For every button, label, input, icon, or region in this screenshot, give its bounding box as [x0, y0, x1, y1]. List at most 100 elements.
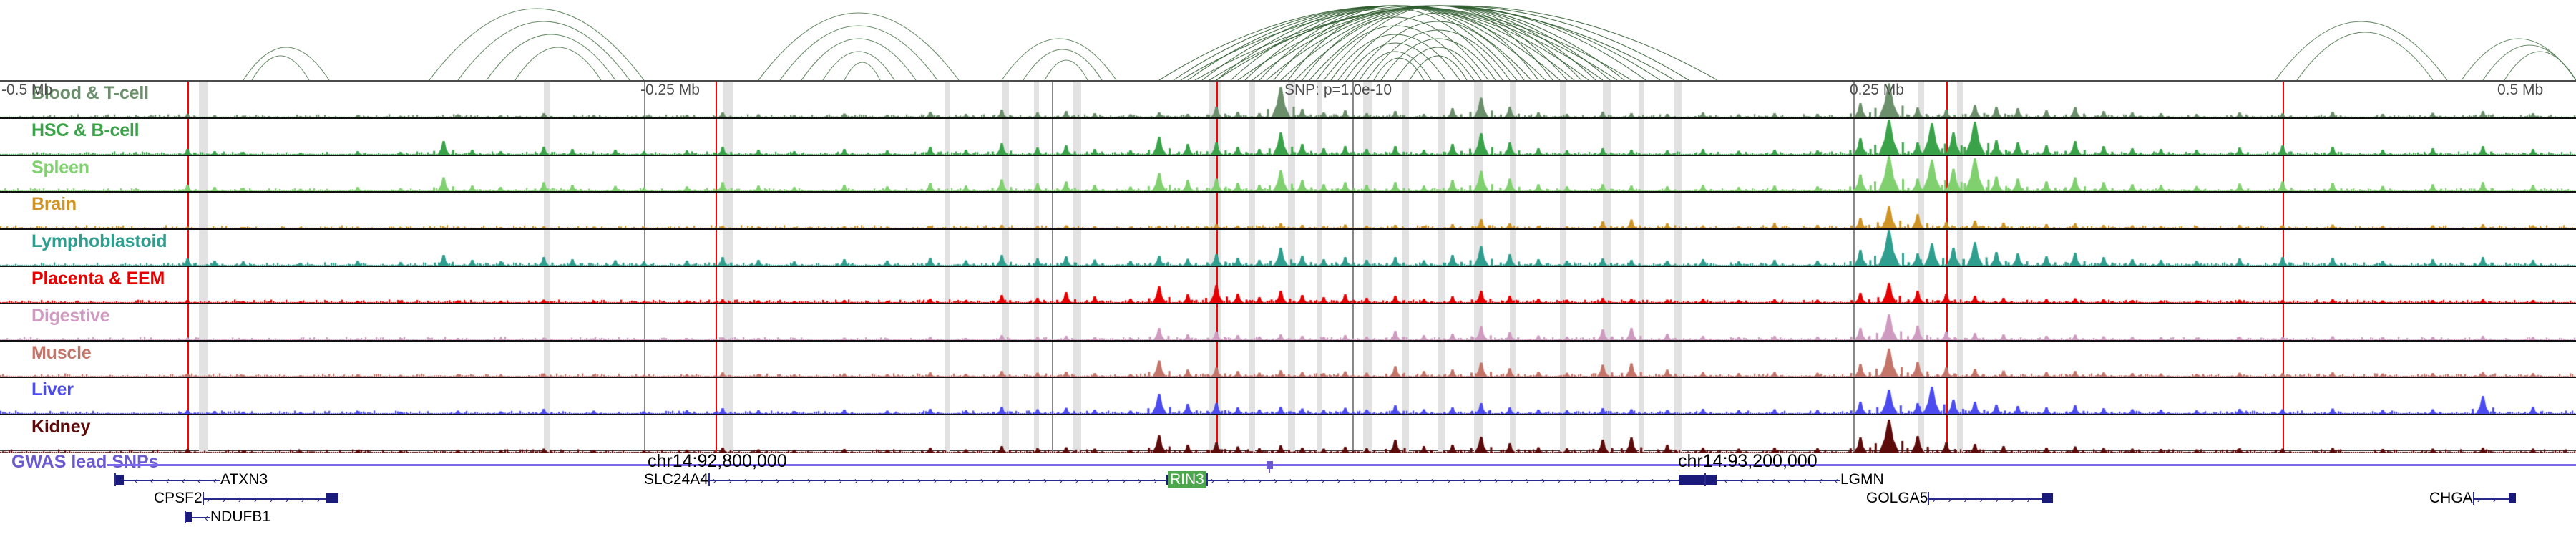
gene-strand-arrows: ‹‹‹‹‹‹‹: [114, 475, 220, 486]
arrow-right-icon: ›: [1226, 475, 1230, 488]
gene-model[interactable]: CHGA›››: [2429, 490, 2516, 507]
gene-model[interactable]: ‹‹NDUFB1: [185, 508, 270, 526]
arrow-left-icon: ‹: [1819, 475, 1823, 488]
loop-arc: [801, 38, 917, 80]
signal-track: Digestive: [0, 304, 2576, 342]
gene-name-label: ATXN3: [220, 471, 268, 488]
arrow-right-icon: ›: [1493, 475, 1498, 488]
arrow-right-icon: ›: [1932, 493, 1936, 506]
track-signal-plot: [0, 118, 2576, 155]
arrow-right-icon: ›: [964, 475, 968, 488]
gene-model[interactable]: CPSF2›››››››››: [154, 490, 338, 507]
genomic-coordinate-label: chr14:93,200,000: [1678, 451, 1818, 471]
signal-track: Placenta & EEM: [0, 266, 2576, 304]
arrow-right-icon: ›: [1043, 475, 1047, 488]
arrow-left-icon: ‹: [1772, 475, 1775, 488]
arrow-right-icon: ›: [869, 475, 874, 488]
loop-arc: [1359, 51, 1432, 80]
gene-start-cap: [1928, 492, 1930, 505]
arrow-right-icon: ›: [1635, 475, 1639, 488]
arrow-right-icon: ›: [1963, 493, 1968, 506]
genomic-coordinate-label: chr14:92,800,000: [648, 451, 787, 471]
track-signal-plot: [0, 82, 2576, 117]
arrow-left-icon: ‹: [205, 512, 208, 525]
arrow-left-icon: ‹: [1756, 475, 1760, 488]
arrow-right-icon: ›: [791, 475, 795, 488]
arrow-left-icon: ‹: [150, 475, 154, 488]
track-signal-plot: [0, 230, 2576, 266]
gene-body: ›››››››››: [202, 492, 338, 506]
arrow-right-icon: ›: [806, 475, 811, 488]
loop-arc: [1380, 38, 1496, 80]
arrow-right-icon: ›: [1651, 475, 1655, 488]
arrow-left-icon: ‹: [1803, 475, 1807, 488]
arrow-right-icon: ›: [1604, 475, 1608, 488]
arrow-right-icon: ›: [1074, 475, 1078, 488]
loop-arc: [457, 21, 630, 80]
arrow-left-icon: ‹: [166, 475, 170, 488]
signal-track: Blood & T-cell: [0, 82, 2576, 119]
signal-track: Brain: [0, 193, 2576, 231]
arrow-right-icon: ›: [1462, 475, 1466, 488]
gene-start-cap: [708, 473, 710, 487]
arrow-right-icon: ›: [1367, 475, 1372, 488]
gene-body: ‹‹‹‹‹‹‹: [114, 473, 220, 487]
gene-model[interactable]: GOLGA5››››››››: [1866, 490, 2054, 507]
gwas-lead-snps-label: GWAS lead SNPs: [11, 452, 159, 472]
loop-arc: [1302, 16, 1489, 80]
loop-arc: [1280, 5, 1596, 80]
loop-arc: [1409, 55, 1468, 80]
arrow-right-icon: ›: [822, 475, 826, 488]
gene-name-label: SLC24A4: [644, 471, 708, 488]
gene-model[interactable]: ‹‹‹‹‹‹‹‹‹LGMN: [1704, 471, 1884, 488]
gwas-lead-snp-mark[interactable]: [1267, 461, 1273, 469]
loop-arc: [1287, 8, 1503, 80]
gene-body: ‹‹: [185, 511, 210, 525]
arrow-left-icon: ‹: [1724, 475, 1728, 488]
gene-exon-block: [114, 475, 125, 485]
gene-track-row: CPSF2›››››››››GOLGA5››››››››CHGA›››: [0, 490, 2576, 507]
loop-arc: [1023, 49, 1103, 80]
arrow-right-icon: ›: [1273, 475, 1277, 488]
gene-model[interactable]: SLC24A4›››››››››››››››››››››››››››››››: [644, 471, 1195, 488]
arrow-right-icon: ›: [743, 475, 748, 488]
arrow-left-icon: ‹: [213, 475, 217, 488]
gene-body: ›››››››››››››››››››››››››››››››: [708, 473, 1195, 488]
gene-model[interactable]: RIN3››››››››››››››››››››››››››››››››: [1168, 471, 1707, 489]
gwas-lead-snp-stem: [1269, 465, 1270, 473]
arrow-right-icon: ›: [1509, 475, 1513, 488]
loop-arc: [2275, 21, 2448, 80]
arrow-right-icon: ›: [1137, 475, 1141, 488]
signal-track: Spleen: [0, 155, 2576, 193]
arrow-right-icon: ›: [2477, 493, 2481, 506]
loop-arc: [1316, 25, 1475, 80]
signal-track: Kidney: [0, 415, 2576, 453]
arrow-right-icon: ›: [1027, 475, 1031, 488]
arrow-right-icon: ›: [1153, 475, 1157, 488]
gene-strand-arrows: ››››››››››››››››››››››››››››››››: [1206, 475, 1707, 486]
gene-start-cap: [202, 492, 204, 505]
gene-start-cap: [114, 473, 116, 487]
arrow-right-icon: ›: [901, 475, 905, 488]
arrow-right-icon: ›: [301, 493, 305, 506]
arrow-right-icon: ›: [948, 475, 952, 488]
arrow-right-icon: ›: [1415, 475, 1419, 488]
arrow-right-icon: ›: [1011, 475, 1015, 488]
arrow-right-icon: ›: [1588, 475, 1592, 488]
arrow-right-icon: ›: [2026, 493, 2031, 506]
gene-name-label: CHGA: [2429, 490, 2473, 507]
track-signal-plot: [0, 415, 2576, 453]
chromatin-loop-arcs-panel: [0, 0, 2576, 80]
signal-track: Liver: [0, 378, 2576, 416]
arrow-right-icon: ›: [1304, 475, 1309, 488]
arrow-right-icon: ›: [1257, 475, 1262, 488]
gene-annotation-panel: GWAS lead SNPs chr14:92,800,000 chr14:93,…: [0, 451, 2576, 537]
gene-exon-block: [1678, 475, 1707, 485]
arrow-right-icon: ›: [838, 475, 842, 488]
loop-arc: [2504, 51, 2576, 80]
arrow-right-icon: ›: [1525, 475, 1529, 488]
loop-arc: [486, 34, 616, 80]
gwas-lead-snps-axis: [107, 464, 2576, 466]
gene-model[interactable]: ‹‹‹‹‹‹‹ATXN3: [114, 471, 268, 488]
track-signal-plot: [0, 341, 2576, 377]
